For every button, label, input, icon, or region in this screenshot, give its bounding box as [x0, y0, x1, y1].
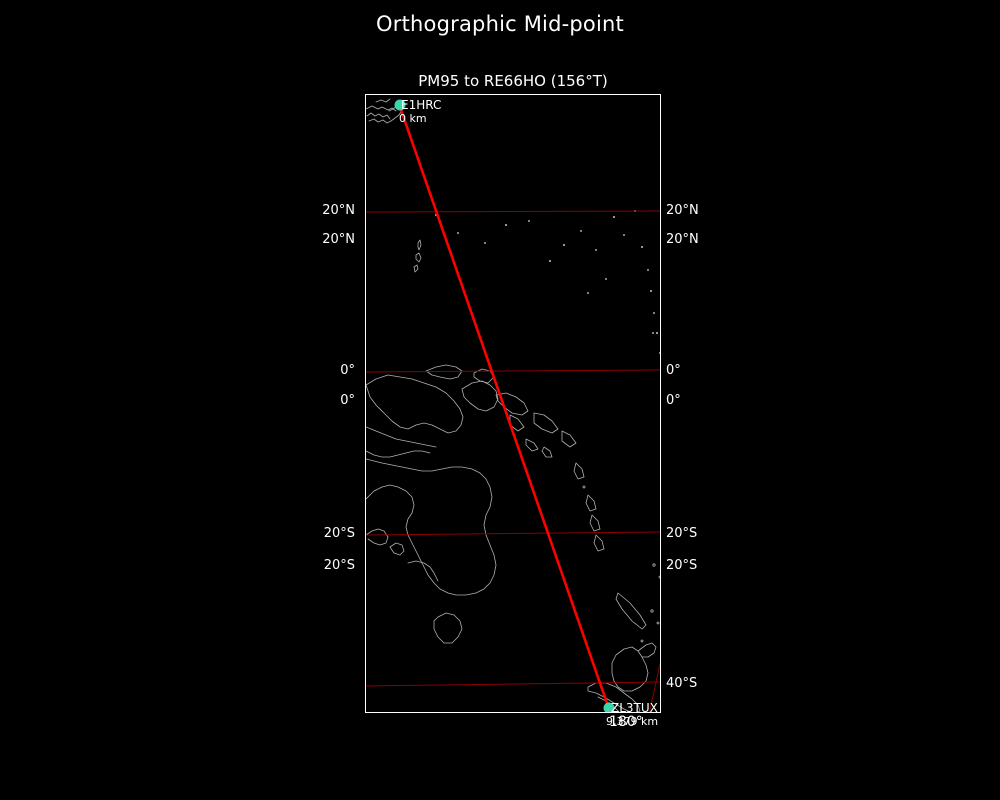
figure-suptitle: Orthographic Mid-point	[376, 12, 624, 36]
tick-label-left-4: 20°S	[323, 526, 355, 541]
tick-label-bottom-0: 180°	[609, 714, 643, 730]
gridline-0	[366, 369, 660, 373]
tick-label-right-6: 40°S	[666, 676, 698, 691]
annotation-end-callsign: ZL3TUX	[611, 701, 658, 715]
gridline-20S	[366, 531, 660, 536]
annotation-start-distance: 0 km	[399, 112, 427, 125]
gridline-meridian-180	[648, 661, 660, 712]
tick-label-left-3: 0°	[340, 393, 355, 408]
tick-label-right-4: 20°S	[666, 526, 698, 541]
axes-title: PM95 to RE66HO (156°T)	[418, 72, 608, 90]
tick-label-left-5: 20°S	[323, 558, 355, 573]
tick-label-right-1: 20°N	[666, 232, 699, 247]
map-plot-area[interactable]	[365, 94, 661, 713]
tick-label-right-3: 0°	[666, 393, 681, 408]
tick-label-left-0: 20°N	[322, 203, 355, 218]
tick-label-left-2: 0°	[340, 363, 355, 378]
great-circle-line	[398, 106, 611, 710]
graticule-layer	[366, 210, 660, 712]
gridline-20N	[366, 210, 660, 213]
tick-label-left-1: 20°N	[322, 232, 355, 247]
marker-end-ZL3TUX[interactable]	[603, 702, 615, 714]
tick-label-right-2: 0°	[666, 363, 681, 378]
gridline-40S	[366, 681, 660, 687]
great-circle-layer	[398, 106, 611, 710]
tick-label-right-0: 20°N	[666, 203, 699, 218]
map-graphic	[366, 95, 660, 714]
map-background	[366, 95, 660, 712]
marker-start-E1HRC[interactable]	[394, 99, 406, 111]
tick-label-right-5: 20°S	[666, 558, 698, 573]
annotation-end-distance: 9,379 km	[606, 715, 659, 728]
annotation-start-callsign: E1HRC	[401, 98, 442, 112]
